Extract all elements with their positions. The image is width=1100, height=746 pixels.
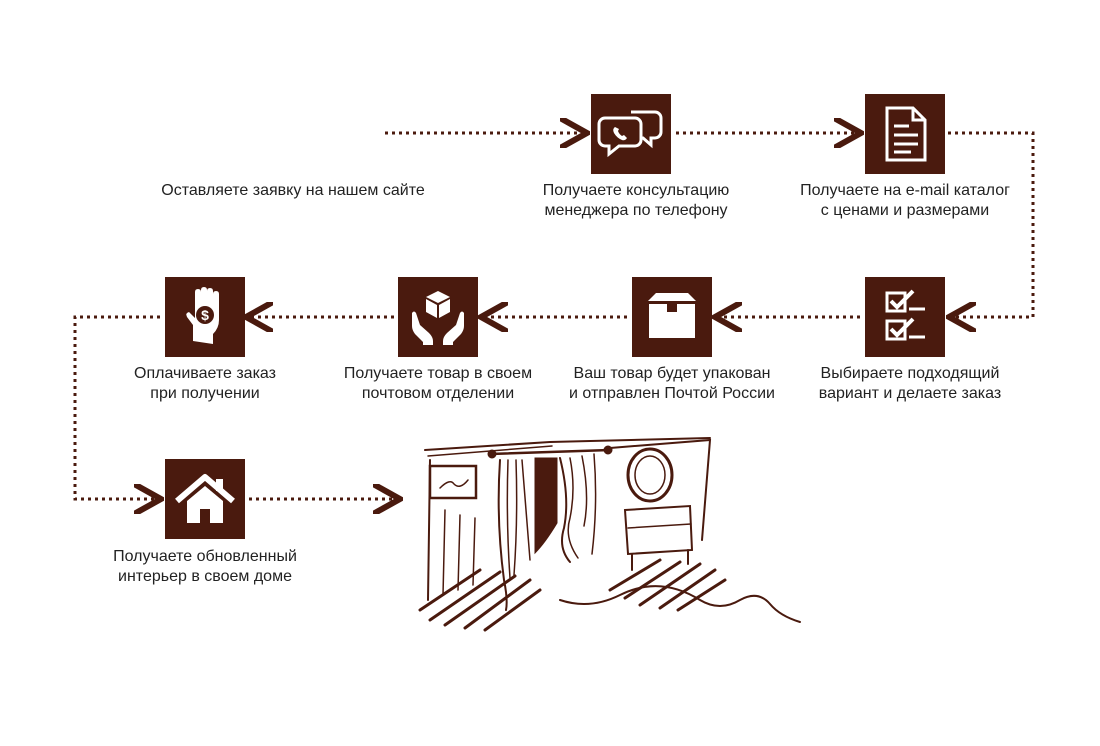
step-2-line1: Получаете консультацию — [542, 182, 730, 199]
step-5-line1: Ваш товар будет упакован — [573, 365, 771, 382]
step-2-label: Получаете консультацию менеджера по теле… — [516, 181, 756, 221]
step-8-icon-box — [165, 459, 245, 539]
step-6-line2: почтовом отделении — [361, 385, 515, 402]
step-8-line2: интерьер в своем доме — [118, 568, 292, 585]
step-1-label: Оставляете заявку на нашем сайте — [161, 182, 425, 199]
step-3-icon-box — [865, 94, 945, 174]
hand-coin-icon: $ — [186, 287, 219, 344]
hands-holding-box-icon — [412, 291, 464, 345]
step-3-line1: Получаете на e-mail каталог — [800, 182, 1010, 199]
step-2-icon-box — [591, 94, 671, 174]
connector-step7-to-step8 — [73, 315, 160, 499]
step-4-icon-box — [865, 277, 945, 357]
step-3-line2: с ценами и размерами — [820, 202, 990, 219]
step-5-line2: и отправлен Почтой России — [569, 385, 775, 402]
step-6-label: Получаете товар в своем почтовом отделен… — [322, 364, 554, 404]
room-interior-illustration — [418, 437, 801, 632]
chat-bubbles-phone-icon — [597, 110, 663, 158]
step-7-line2: при получении — [150, 385, 260, 402]
step-4-line1: Выбираете подходящий — [820, 365, 1000, 382]
step-6-line1: Получаете товар в своем — [343, 365, 533, 382]
step-5-label: Ваш товар будет упакован и отправлен Поч… — [555, 364, 789, 404]
step-4-line2: вариант и делаете заказ — [818, 385, 1002, 402]
step-5-icon-box — [632, 277, 712, 357]
open-box-icon — [648, 293, 696, 338]
step-7-label: Оплачиваете заказ при получении — [105, 364, 305, 404]
checklist-icon — [885, 289, 925, 341]
step-7-line1: Оплачиваете заказ — [134, 365, 276, 382]
step-7-icon-box: $ — [165, 277, 245, 357]
step-8-line1: Получаете обновленный — [113, 548, 297, 565]
svg-text:$: $ — [201, 307, 209, 323]
step-8-label: Получаете обновленный интерьер в своем д… — [95, 547, 315, 587]
step-4-label: Выбираете подходящий вариант и делаете з… — [795, 364, 1025, 404]
house-icon — [175, 474, 235, 523]
connector-step3-to-step4 — [948, 131, 1035, 317]
step-6-icon-box — [398, 277, 478, 357]
step-3-label: Получаете на e-mail каталог с ценами и р… — [790, 181, 1020, 221]
document-icon — [885, 106, 927, 162]
step-2-line2: менеджера по телефону — [544, 202, 728, 219]
